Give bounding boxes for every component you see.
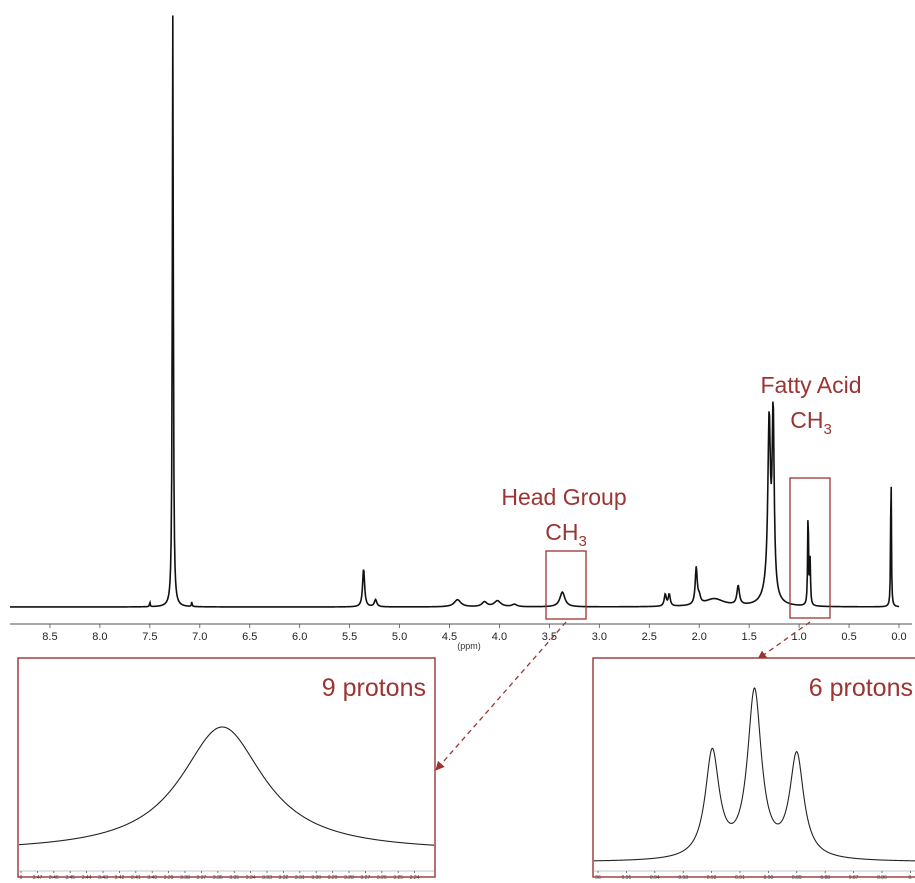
x-tick-label: 3.45 xyxy=(65,875,75,881)
spectrum-trace xyxy=(10,15,900,608)
head-group-ch: CH xyxy=(545,519,578,545)
x-tick-label: 6.5 xyxy=(242,631,257,643)
x-tick-label: 3.42 xyxy=(115,875,125,881)
head-group-subscript: 3 xyxy=(578,533,586,550)
x-tick-label: 0.93 xyxy=(678,875,688,881)
x-tick-label: 3.33 xyxy=(262,875,272,881)
x-tick-label: 3.35 xyxy=(229,875,239,881)
inset-right-frame xyxy=(592,657,915,878)
x-tick-label: 0.0 xyxy=(891,631,906,643)
x-tick-label: 3.36 xyxy=(213,875,223,881)
x-tick-label: 0.92 xyxy=(707,875,717,881)
x-tick-label: 0 xyxy=(20,875,23,881)
head-group-arrow xyxy=(435,621,567,771)
x-tick-label: 3.5 xyxy=(542,631,557,643)
head-group-label: Head Group xyxy=(501,484,626,510)
x-tick-label: 0.90 xyxy=(764,875,774,881)
inset-left-ticks: 0 3.47 3.46 3.45 3.44 3.43 3.42 3.41 3.40 3.39 3.3… xyxy=(20,871,420,881)
x-tick-label: 8.5 xyxy=(42,631,57,643)
fatty-acid-arrow xyxy=(757,621,811,660)
inset-right-trace xyxy=(594,687,915,862)
fatty-acid-ch3-label: CH3 xyxy=(790,407,832,438)
x-tick-label: 3.41 xyxy=(131,875,141,881)
x-tick-label: 4.0 xyxy=(492,631,507,643)
x-tick-label: 3.43 xyxy=(98,875,108,881)
x-axis-label: (ppm) xyxy=(457,641,481,651)
fatty-acid-label: Fatty Acid xyxy=(761,372,862,398)
x-tick-label: 3.32 xyxy=(279,875,289,881)
x-tick-label: 3.47 xyxy=(33,875,43,881)
x-tick-label: 3.46 xyxy=(49,875,59,881)
fatty-acid-box xyxy=(789,477,831,619)
inset-fatty-acid: 6 protons 96 0.95 0.94 0.93 0.92 0.91 0.90 0.89… xyxy=(592,657,915,881)
x-tick-label: 0.89 xyxy=(792,875,802,881)
inset-left-title: 9 protons xyxy=(322,674,426,702)
x-tick-label: 3.39 xyxy=(164,875,174,881)
x-tick-label: 0.95 xyxy=(622,875,632,881)
x-tick-label: 3.0 xyxy=(592,631,607,643)
x-tick-label: 0.88 xyxy=(820,875,830,881)
x-tick-label: 3.24 xyxy=(410,875,420,881)
fatty-acid-ch: CH xyxy=(790,407,823,433)
x-tick-label: 3.44 xyxy=(82,875,92,881)
inset-right-ticks: 96 0.95 0.94 0.93 0.92 0.91 0.90 0.89 0.88 0.87 0.… xyxy=(595,871,912,881)
x-tick-label: 0.86 xyxy=(877,875,887,881)
x-axis-ticks: 8.5 8.0 7.5 7.0 6.5 6.0 5.5 5.0 4.5 4.0 3.5 3.0 2.5 2… xyxy=(42,624,907,643)
x-tick-label: 6.0 xyxy=(292,631,307,643)
x-tick-label: 2.5 xyxy=(642,631,657,643)
x-tick-label: 0. xyxy=(908,875,912,881)
inset-left-trace xyxy=(18,726,435,846)
x-tick-label: 4.5 xyxy=(442,631,457,643)
x-tick-label: 7.5 xyxy=(142,631,157,643)
x-tick-label: 3.25 xyxy=(393,875,403,881)
inset-right-title: 6 protons xyxy=(809,674,913,702)
x-tick-label: 0.87 xyxy=(849,875,859,881)
x-tick-label: 5.0 xyxy=(392,631,407,643)
x-tick-label: 3.27 xyxy=(361,875,371,881)
x-tick-label: 3.28 xyxy=(344,875,354,881)
head-group-box xyxy=(545,550,587,620)
x-tick-label: 3.37 xyxy=(197,875,207,881)
x-tick-label: 3.38 xyxy=(180,875,190,881)
x-tick-label: 3.29 xyxy=(328,875,338,881)
x-tick-label: 0.91 xyxy=(735,875,745,881)
x-tick-label: 0.5 xyxy=(841,631,856,643)
x-tick-label: 7.0 xyxy=(192,631,207,643)
inset-head-group: 9 protons 0 3.47 3.46 3.45 3.44 3.43 3.42 3.41 3… xyxy=(17,657,436,881)
x-tick-label: 3.26 xyxy=(377,875,387,881)
x-tick-label: 8.0 xyxy=(92,631,107,643)
x-tick-label: 3.30 xyxy=(311,875,321,881)
x-tick-label: 3.34 xyxy=(246,875,256,881)
fatty-acid-subscript: 3 xyxy=(823,421,831,438)
x-tick-label: 0.94 xyxy=(650,875,660,881)
inset-left-frame xyxy=(17,657,436,878)
head-group-ch3-label: CH3 xyxy=(545,519,587,550)
x-tick-label: 3.31 xyxy=(295,875,305,881)
x-tick-label: 1.5 xyxy=(742,631,757,643)
x-tick-label: 2.0 xyxy=(692,631,707,643)
x-tick-label: 1.0 xyxy=(791,631,806,643)
main-spectrum: 8.5 8.0 7.5 7.0 6.5 6.0 5.5 5.0 4.5 4.0 3.5 3.0 2.5 2… xyxy=(10,15,912,651)
x-tick-label: 96 xyxy=(595,875,601,881)
x-tick-label: 3.40 xyxy=(147,875,157,881)
x-tick-label: 5.5 xyxy=(342,631,357,643)
